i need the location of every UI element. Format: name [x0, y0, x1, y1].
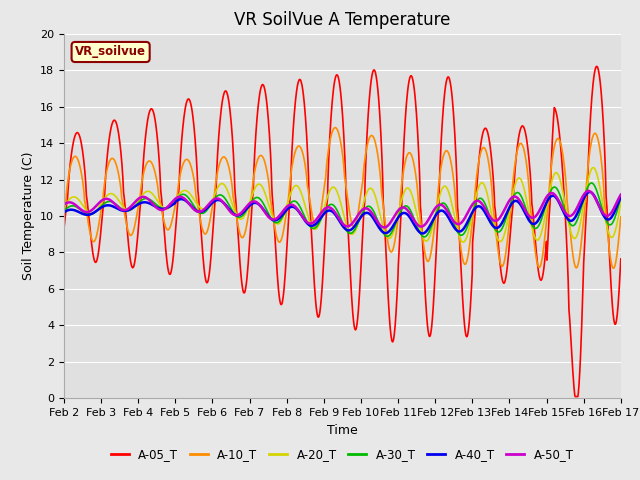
A-40_T	[617, 194, 625, 200]
Y-axis label: Soil Temperature (C): Soil Temperature (C)	[22, 152, 35, 280]
A-10_T	[617, 214, 625, 220]
A-05_T	[502, 276, 509, 282]
A-50_T	[551, 192, 559, 198]
A-05_T	[617, 256, 625, 262]
A-20_T	[502, 226, 509, 232]
A-05_T	[593, 63, 601, 69]
A-20_T	[460, 239, 467, 245]
A-10_T	[60, 210, 68, 216]
A-40_T	[551, 194, 559, 200]
A-40_T	[586, 189, 594, 195]
A-50_T	[170, 197, 178, 203]
Line: A-05_T: A-05_T	[64, 66, 621, 396]
A-30_T	[617, 194, 625, 200]
A-40_T	[60, 209, 68, 215]
A-05_T	[429, 311, 436, 317]
A-05_T	[246, 232, 254, 238]
A-20_T	[246, 198, 254, 204]
A-20_T	[170, 199, 178, 204]
A-20_T	[184, 189, 191, 194]
Line: A-20_T: A-20_T	[64, 168, 621, 242]
A-20_T	[617, 199, 625, 205]
A-50_T	[60, 202, 68, 207]
A-05_T	[60, 225, 68, 231]
A-40_T	[419, 230, 426, 236]
A-50_T	[617, 192, 625, 198]
A-50_T	[502, 204, 509, 210]
A-30_T	[184, 194, 191, 200]
X-axis label: Time: Time	[327, 424, 358, 437]
Line: A-30_T: A-30_T	[64, 183, 621, 237]
A-40_T	[502, 212, 509, 218]
A-30_T	[60, 208, 68, 214]
A-10_T	[184, 157, 191, 163]
A-30_T	[246, 201, 254, 207]
A-10_T	[551, 141, 559, 147]
Text: VR_soilvue: VR_soilvue	[75, 46, 146, 59]
A-40_T	[170, 201, 178, 206]
Title: VR SoilVue A Temperature: VR SoilVue A Temperature	[234, 11, 451, 29]
A-10_T	[429, 235, 437, 241]
A-40_T	[184, 200, 191, 205]
A-10_T	[170, 207, 178, 213]
A-30_T	[588, 180, 595, 186]
A-05_T	[551, 105, 559, 111]
Line: A-50_T: A-50_T	[64, 191, 621, 228]
A-50_T	[584, 188, 592, 194]
A-30_T	[170, 200, 178, 205]
A-50_T	[184, 199, 191, 205]
A-20_T	[589, 165, 597, 170]
A-30_T	[429, 219, 437, 225]
A-20_T	[429, 223, 436, 228]
Legend: A-05_T, A-10_T, A-20_T, A-30_T, A-40_T, A-50_T: A-05_T, A-10_T, A-20_T, A-30_T, A-40_T, …	[106, 443, 579, 466]
A-30_T	[551, 184, 559, 190]
A-30_T	[420, 234, 428, 240]
A-30_T	[502, 216, 509, 222]
A-10_T	[502, 250, 509, 255]
A-50_T	[381, 225, 388, 230]
A-40_T	[429, 217, 437, 223]
A-05_T	[572, 394, 579, 399]
A-50_T	[429, 208, 437, 214]
A-10_T	[246, 202, 254, 207]
A-50_T	[246, 200, 254, 206]
Line: A-40_T: A-40_T	[64, 192, 621, 233]
A-20_T	[551, 170, 559, 176]
A-10_T	[332, 125, 339, 131]
A-10_T	[610, 265, 618, 271]
A-05_T	[184, 96, 191, 102]
A-40_T	[246, 202, 254, 208]
Line: A-10_T: A-10_T	[64, 128, 621, 268]
A-05_T	[170, 243, 178, 249]
A-20_T	[60, 204, 68, 210]
